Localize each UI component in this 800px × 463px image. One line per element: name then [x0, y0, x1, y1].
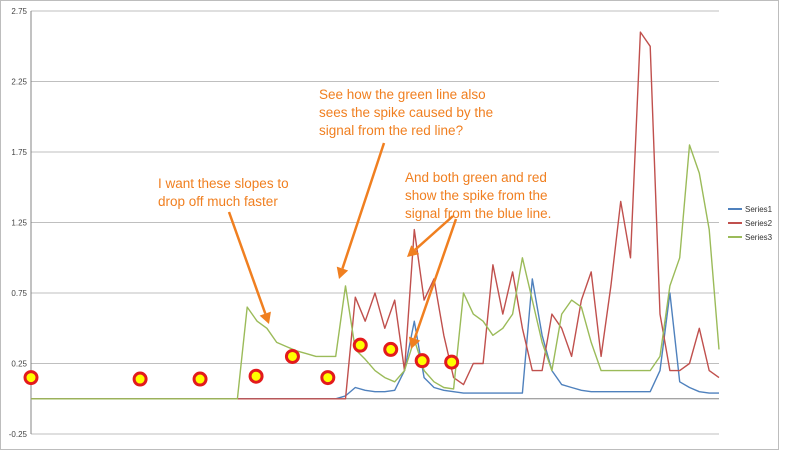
y-tick-label: 1.75 — [11, 148, 27, 157]
y-tick-label: 0.25 — [11, 360, 27, 369]
highlight-marker — [23, 370, 39, 386]
chart-frame: -0.25 0.25 0.75 1.25 1.75 2.25 2.75 Series1 Seri… — [0, 0, 779, 450]
highlight-marker — [444, 354, 460, 370]
legend-label: Series1 — [745, 205, 773, 214]
highlight-marker — [132, 371, 148, 387]
highlight-marker — [320, 370, 336, 386]
annotation-arrow — [341, 142, 386, 269]
y-tick-label: 2.25 — [11, 78, 27, 87]
annotation-text: drop off much faster — [158, 194, 278, 209]
annotation-arrow-head — [407, 245, 420, 257]
highlight-marker — [284, 348, 300, 364]
legend-label: Series3 — [745, 233, 773, 242]
series-line-3 — [31, 144, 720, 400]
y-tick-label: 2.75 — [11, 7, 27, 16]
annotation-text: signal from the blue line. — [405, 206, 551, 221]
annotation-arrow-head — [408, 336, 421, 349]
annotation-text: signal from the red line? — [319, 123, 463, 138]
highlight-marker — [383, 341, 399, 357]
highlight-marker — [248, 368, 264, 384]
y-tick-label: 1.25 — [11, 219, 27, 228]
y-tick-label: 0.75 — [11, 289, 27, 298]
annotation-arrow — [227, 211, 267, 315]
annotation-text: I want these slopes to — [158, 176, 289, 191]
annotation-arrow — [414, 215, 454, 251]
annotation-arrow — [413, 218, 458, 340]
annotation-text: See how the green line also — [319, 87, 486, 102]
annotation-text: show the spike from the — [405, 188, 548, 203]
highlight-marker — [192, 371, 208, 387]
annotation-arrow-head — [259, 311, 271, 324]
highlight-marker — [414, 353, 430, 369]
highlight-marker — [352, 337, 368, 353]
annotation-arrow-head — [336, 266, 349, 279]
legend-label: Series2 — [745, 219, 773, 228]
annotation-text: sees the spike caused by the — [319, 105, 493, 120]
line-chart: -0.25 0.25 0.75 1.25 1.75 2.25 2.75 Series1 Seri… — [9, 7, 773, 439]
y-tick-label: -0.25 — [9, 430, 28, 439]
annotation-text: And both green and red — [405, 170, 547, 185]
